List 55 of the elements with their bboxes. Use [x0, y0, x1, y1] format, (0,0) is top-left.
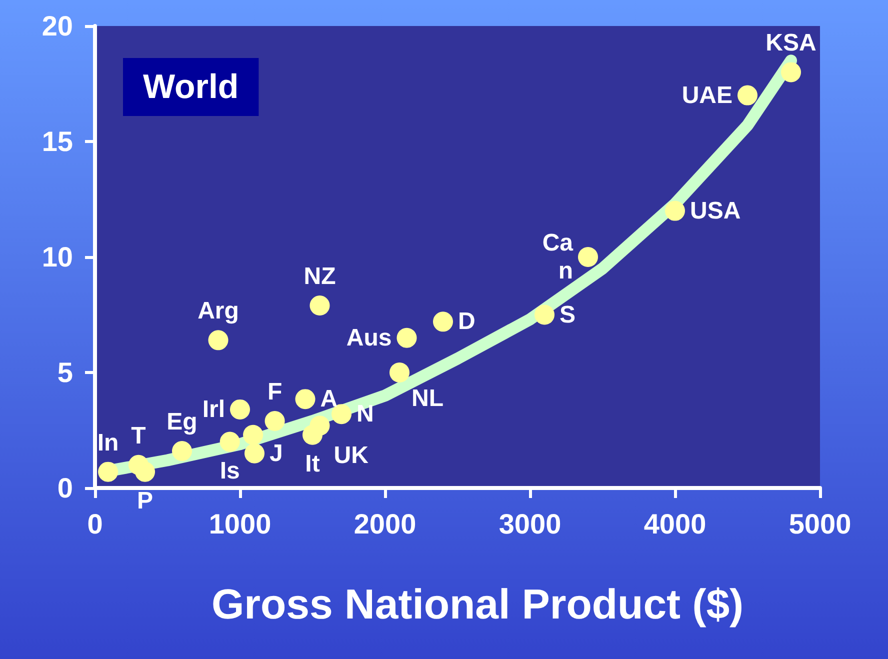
- data-label: S: [560, 301, 576, 328]
- data-label: P: [137, 487, 154, 514]
- x-tick-label: 0: [87, 508, 103, 540]
- point: [534, 304, 554, 325]
- x-tick-label: 5000: [788, 508, 852, 540]
- data-label: In: [97, 429, 119, 456]
- data-label: Irl: [202, 396, 225, 423]
- point: [244, 443, 264, 464]
- point: [172, 441, 192, 462]
- y-tick-label: 0: [57, 472, 73, 504]
- point: [98, 462, 118, 482]
- y-tick-label: 5: [57, 357, 73, 388]
- point: [665, 200, 685, 221]
- point: [135, 462, 156, 482]
- x-tick-label: 3000: [498, 508, 562, 540]
- text: World: [143, 68, 239, 106]
- point: [264, 411, 285, 432]
- y-tick-label: 20: [42, 10, 73, 42]
- x-tick-label: 1000: [208, 508, 272, 540]
- data-label: USA: [690, 197, 741, 224]
- point: [433, 312, 453, 332]
- point: [578, 247, 598, 267]
- point: [295, 389, 316, 410]
- x-axis-title: Gross National Product ($): [211, 580, 744, 628]
- x-tick-label: 4000: [644, 508, 706, 540]
- data-label: D: [458, 308, 476, 336]
- data-label: It: [305, 450, 320, 478]
- point: [208, 330, 228, 350]
- data-label: UK: [334, 442, 370, 470]
- point: [310, 416, 330, 436]
- point: [738, 85, 758, 106]
- point: [310, 296, 330, 316]
- point: [781, 62, 801, 82]
- data-label: Aus: [346, 324, 392, 352]
- data-label: NZ: [304, 263, 336, 290]
- point: [230, 399, 250, 420]
- y-tick-label: 10: [42, 242, 73, 272]
- data-label: NL: [412, 385, 444, 412]
- point: [390, 362, 410, 382]
- data-label: Is: [220, 457, 240, 484]
- x-tick-label: 2000: [354, 508, 416, 540]
- point: [220, 432, 240, 452]
- data-label: Arg: [198, 298, 239, 325]
- point: [396, 328, 417, 348]
- data-label: Ca n: [542, 230, 574, 284]
- point: [243, 424, 264, 445]
- data-label: N: [356, 400, 374, 428]
- data-label: J: [270, 440, 283, 467]
- data-label: Eg: [166, 408, 198, 436]
- data-label: T: [131, 422, 146, 450]
- data-label: UAE: [682, 82, 732, 109]
- y-tick-label: 15: [42, 126, 73, 157]
- data-label: KSA: [766, 30, 816, 57]
- data-label: A: [320, 386, 338, 413]
- data-label: F: [267, 378, 282, 406]
